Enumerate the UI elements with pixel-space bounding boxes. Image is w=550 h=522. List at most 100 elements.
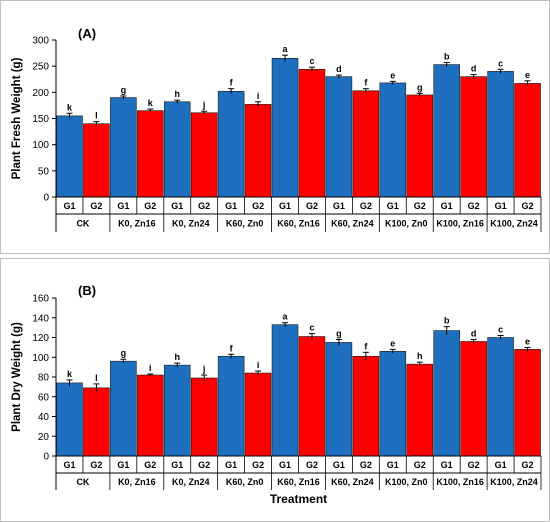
- category-label: K100, Zn16: [436, 477, 484, 487]
- y-axis-title: Plant Fresh Weight (g): [11, 57, 23, 179]
- group-label: G1: [63, 201, 75, 211]
- group-label: G1: [333, 201, 345, 211]
- group-label: G1: [387, 460, 399, 470]
- category-label: K60, Zn24: [331, 219, 374, 229]
- bar: [514, 83, 541, 198]
- group-label: G1: [279, 460, 291, 470]
- group-label: G2: [198, 460, 210, 470]
- category-label: K100, Zn16: [436, 219, 484, 229]
- group-label: G2: [360, 460, 372, 470]
- bar: [379, 351, 407, 457]
- panel-a: 0 50 100 150 200 250 300 k g h f a d e b c l k j i c f g d e G1 G2…: [11, 26, 542, 232]
- bar: [460, 341, 487, 457]
- significance-letter: i: [257, 360, 260, 370]
- significance-letter: c: [309, 56, 314, 66]
- group-label: G1: [171, 201, 183, 211]
- group-label: G1: [441, 201, 453, 211]
- significance-letter: f: [364, 341, 368, 351]
- group-label: G1: [495, 460, 507, 470]
- bar: [56, 115, 83, 198]
- category-label: K0, Zn16: [118, 477, 156, 487]
- significance-letter: e: [525, 336, 530, 346]
- bar: [433, 330, 460, 457]
- bar: [406, 363, 434, 457]
- x-axis-title: Treatment: [270, 492, 327, 506]
- bar: [487, 337, 514, 457]
- significance-letter: a: [283, 44, 289, 54]
- bar: [244, 104, 272, 198]
- bar: [487, 71, 514, 198]
- significance-letter: k: [67, 102, 73, 112]
- panel-tag: (B): [78, 283, 96, 298]
- significance-letter: f: [230, 343, 234, 353]
- significance-letter: d: [336, 64, 342, 74]
- bar: [137, 374, 164, 457]
- category-label: K0, Zn24: [172, 219, 210, 229]
- group-label: G2: [522, 201, 534, 211]
- panel-tag: (A): [78, 26, 96, 41]
- bar: [56, 382, 83, 457]
- bar: [190, 377, 218, 457]
- significance-letter: f: [364, 78, 368, 88]
- y-tick-label: 60: [38, 392, 50, 403]
- group-label: G2: [414, 460, 426, 470]
- y-tick-label: 250: [32, 62, 49, 73]
- bar: [298, 336, 326, 457]
- group-label: G1: [333, 460, 345, 470]
- group-label: G1: [225, 460, 237, 470]
- group-label: G2: [360, 201, 372, 211]
- significance-letter: g: [417, 82, 423, 92]
- bar: [83, 123, 110, 198]
- y-tick-label: 0: [43, 452, 49, 463]
- significance-letter: k: [67, 369, 73, 379]
- bar: [83, 387, 110, 457]
- significance-letter: j: [202, 364, 206, 374]
- y-tick-label: 160: [32, 294, 49, 305]
- bar: [298, 69, 326, 198]
- y-tick-label: 100: [32, 140, 49, 151]
- category-label: K60, Zn0: [226, 219, 264, 229]
- significance-letter: g: [121, 85, 127, 95]
- significance-letter: k: [148, 98, 154, 108]
- bar: [217, 355, 245, 457]
- category-label: K60, Zn16: [277, 219, 320, 229]
- significance-letter: c: [309, 323, 314, 333]
- bar: [406, 94, 434, 198]
- significance-letter: e: [390, 338, 395, 348]
- significance-letter: a: [283, 312, 289, 322]
- y-axis-title: Plant Dry Weight (g): [11, 322, 23, 432]
- bar: [244, 372, 272, 457]
- category-label: K100, Zn24: [490, 219, 538, 229]
- group-label: G2: [252, 201, 264, 211]
- group-label: G1: [171, 460, 183, 470]
- bar: [110, 97, 137, 198]
- significance-letter: d: [471, 64, 477, 74]
- y-tick-label: 100: [32, 353, 49, 364]
- y-tick-label: 300: [32, 36, 49, 47]
- category-label: K60, Zn24: [331, 477, 374, 487]
- group-label: G2: [468, 201, 480, 211]
- category-label: K60, Zn0: [226, 477, 264, 487]
- group-label: G2: [468, 460, 480, 470]
- significance-letter: g: [121, 348, 127, 358]
- significance-letter: h: [175, 352, 181, 362]
- y-tick-label: 40: [38, 412, 50, 423]
- bar: [514, 349, 541, 457]
- panel-b: 0 20 40 60 80 100 120 140 160 k g h f a g e b c l i j i c f h d e G…: [11, 283, 542, 506]
- group-label: G1: [225, 201, 237, 211]
- bar: [325, 342, 353, 457]
- y-tick-label: 50: [38, 166, 50, 177]
- significance-letter: b: [444, 316, 450, 326]
- group-label: G1: [495, 201, 507, 211]
- bar: [217, 90, 245, 198]
- group-label: G1: [117, 460, 129, 470]
- y-tick-label: 140: [32, 313, 49, 324]
- category-label: K100, Zn0: [385, 477, 428, 487]
- group-label: G2: [90, 460, 102, 470]
- bar: [190, 112, 218, 198]
- y-tick-label: 150: [32, 114, 49, 125]
- significance-letter: f: [230, 78, 234, 88]
- y-tick-label: 0: [43, 193, 49, 204]
- bar: [433, 64, 460, 198]
